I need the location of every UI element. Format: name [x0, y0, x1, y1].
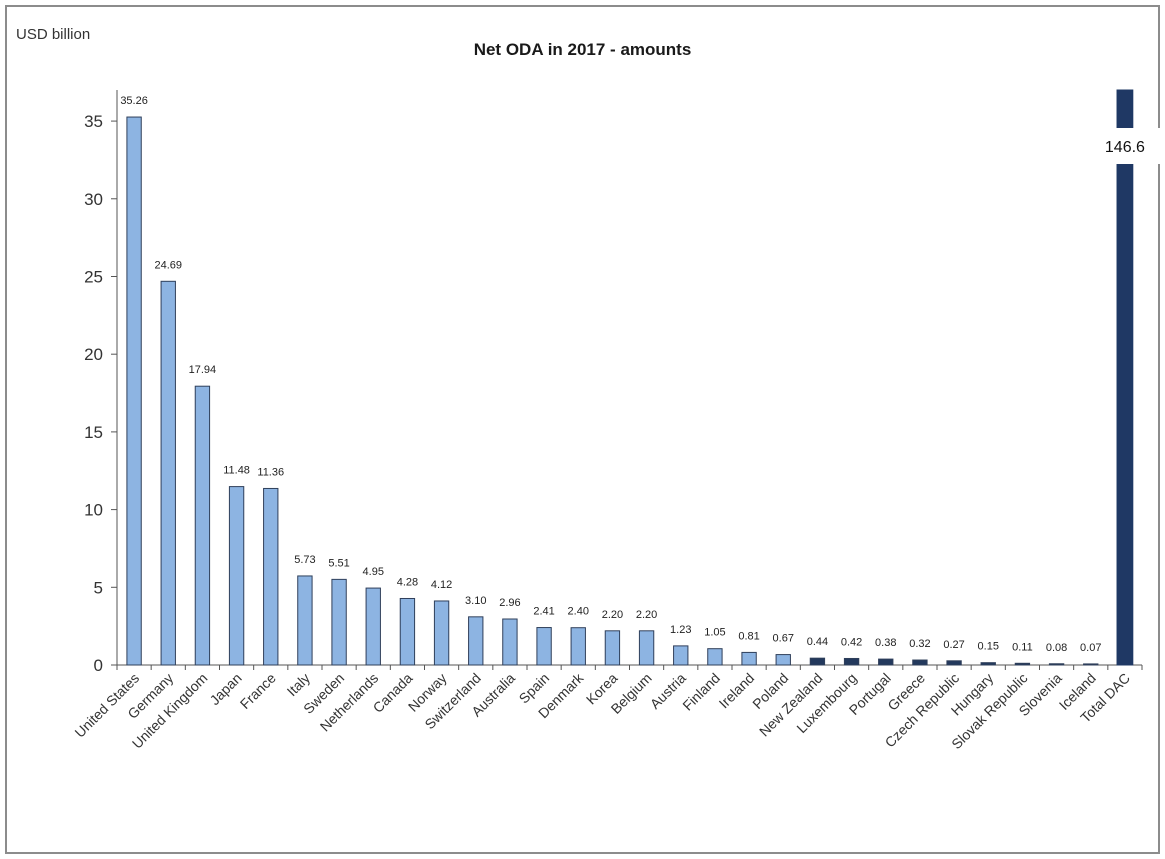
data-label: 0.08	[1046, 642, 1067, 654]
bar-hungary	[980, 662, 996, 666]
bar-greece	[912, 659, 928, 666]
bars	[126, 89, 1134, 666]
bar-switzerland	[468, 616, 484, 666]
y-tick-label: 10	[84, 501, 103, 520]
bar-australia	[502, 618, 518, 666]
data-label: 4.28	[397, 576, 418, 588]
bar-united-states	[126, 116, 142, 666]
y-tick-label: 15	[84, 423, 103, 442]
total-label-background	[1086, 128, 1163, 164]
data-label: 2.40	[568, 606, 589, 618]
data-label: 0.42	[841, 636, 862, 648]
x-tick-label: Finland	[679, 670, 723, 714]
data-label: 2.96	[499, 597, 520, 609]
x-tick-label: France	[237, 670, 279, 712]
data-label: 2.20	[602, 609, 623, 621]
data-label: 4.95	[363, 566, 384, 578]
data-label: 0.27	[943, 639, 964, 651]
data-label: 0.81	[738, 630, 759, 642]
y-tick-label: 20	[84, 345, 103, 364]
x-tick-label: Italy	[284, 670, 313, 699]
bar-denmark	[570, 627, 586, 666]
data-label: 0.38	[875, 637, 896, 649]
data-label: 35.26	[120, 95, 148, 107]
y-tick-label: 35	[84, 112, 103, 131]
data-label: 0.32	[909, 638, 930, 650]
data-label: 1.23	[670, 624, 691, 636]
bar-portugal	[878, 658, 894, 666]
data-label: 11.48	[223, 465, 250, 477]
bar-czech-republic	[946, 660, 962, 666]
data-label: 5.73	[294, 554, 315, 566]
bar-poland	[775, 654, 791, 666]
bar-italy	[297, 575, 313, 666]
bar-norway	[433, 600, 450, 666]
bar-ireland	[741, 651, 757, 666]
bar-sweden	[331, 578, 347, 666]
y-tick-label: 0	[94, 656, 103, 675]
bar-iceland	[1083, 663, 1099, 666]
y-tick-label: 5	[94, 578, 103, 597]
data-label: 1.05	[704, 627, 725, 639]
data-label: 0.67	[773, 633, 794, 645]
bar-united-kingdom	[194, 385, 211, 666]
bar-france	[263, 487, 279, 666]
data-label: 2.20	[636, 609, 657, 621]
bar-belgium	[638, 630, 655, 666]
data-label: 0.11	[1012, 641, 1033, 653]
bar-slovenia	[1048, 663, 1065, 666]
data-label: 24.69	[154, 259, 182, 271]
bar-austria	[673, 645, 689, 666]
bar-japan	[228, 486, 245, 666]
y-axis: 0 5 10 15 20 25 30 35	[84, 90, 1143, 675]
bar-canada	[399, 597, 416, 666]
bar-korea	[604, 630, 621, 666]
y-tick-label: 25	[84, 267, 103, 286]
data-label: 4.12	[431, 579, 452, 591]
bar-netherlands	[365, 587, 381, 666]
data-label: 5.51	[328, 557, 349, 569]
bar-finland	[707, 648, 723, 666]
data-label: 3.10	[465, 595, 486, 607]
data-label: 0.07	[1080, 642, 1101, 654]
data-label: 2.41	[533, 606, 554, 618]
data-labels: 35.26 24.69 17.94 11.48 11.36 5.73 5.51 4.95 4.2…	[120, 95, 1163, 654]
data-label: 17.94	[189, 364, 217, 376]
bar-spain	[536, 627, 552, 666]
data-label: 0.44	[807, 636, 828, 648]
data-label-total: 146.6	[1105, 139, 1145, 156]
bar-new-zealand	[809, 657, 826, 666]
y-axis-unit-label: USD billion	[16, 26, 91, 43]
chart-title: Net ODA in 2017 - amounts	[473, 40, 692, 59]
bar-luxembourg	[843, 657, 860, 666]
data-label: 11.36	[257, 466, 284, 478]
data-label: 0.15	[978, 641, 999, 653]
y-tick-label: 30	[84, 190, 103, 209]
bar-germany	[160, 280, 176, 666]
x-tick-label: Ireland	[716, 670, 758, 712]
bar-slovak-republic	[1014, 662, 1031, 666]
bar-total-dac	[1116, 89, 1134, 666]
